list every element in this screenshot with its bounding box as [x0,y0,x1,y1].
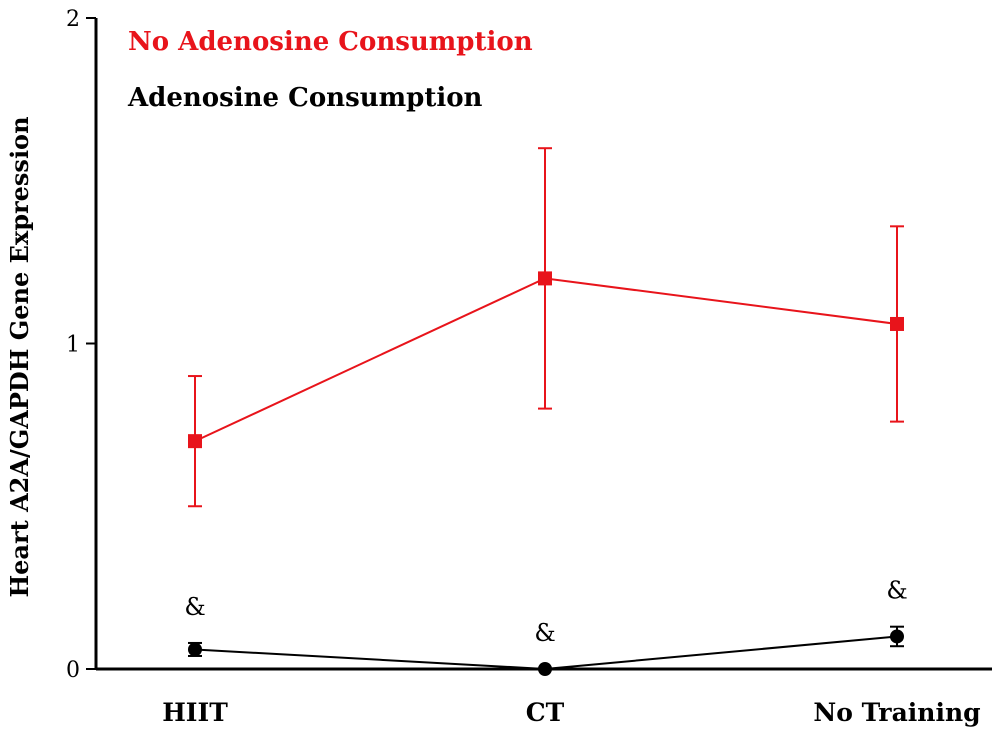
x-tick-label: CT [526,698,565,727]
y-tick-label: 2 [66,7,80,32]
data-point [890,629,904,644]
legend-label: No Adenosine Consumption [128,27,533,57]
data-point [890,316,904,331]
series-1: & & & [184,577,908,676]
chart-marks: & & & [184,147,908,676]
significance-annotation: & [184,593,205,621]
y-axis-title: Heart A2A/GAPDH Gene Expression [5,116,34,597]
data-point [538,271,552,286]
axes: 0 1 2 HIIT CT No Training Heart A2A/GAPDH Gene… [5,7,992,727]
data-point [188,434,202,449]
x-tick-label: No Training [813,698,980,727]
x-tick-label: HIIT [162,698,228,727]
legend-label: Adenosine Consumption [127,83,483,113]
y-tick-label: 1 [66,333,80,358]
series-0 [188,147,904,508]
legend: No Adenosine Consumption Adenosine Consum… [127,27,533,113]
significance-annotation: & [886,577,907,605]
y-tick-label: 0 [66,658,80,683]
significance-annotation: & [534,619,555,647]
data-point [188,642,202,657]
data-point [538,662,552,676]
